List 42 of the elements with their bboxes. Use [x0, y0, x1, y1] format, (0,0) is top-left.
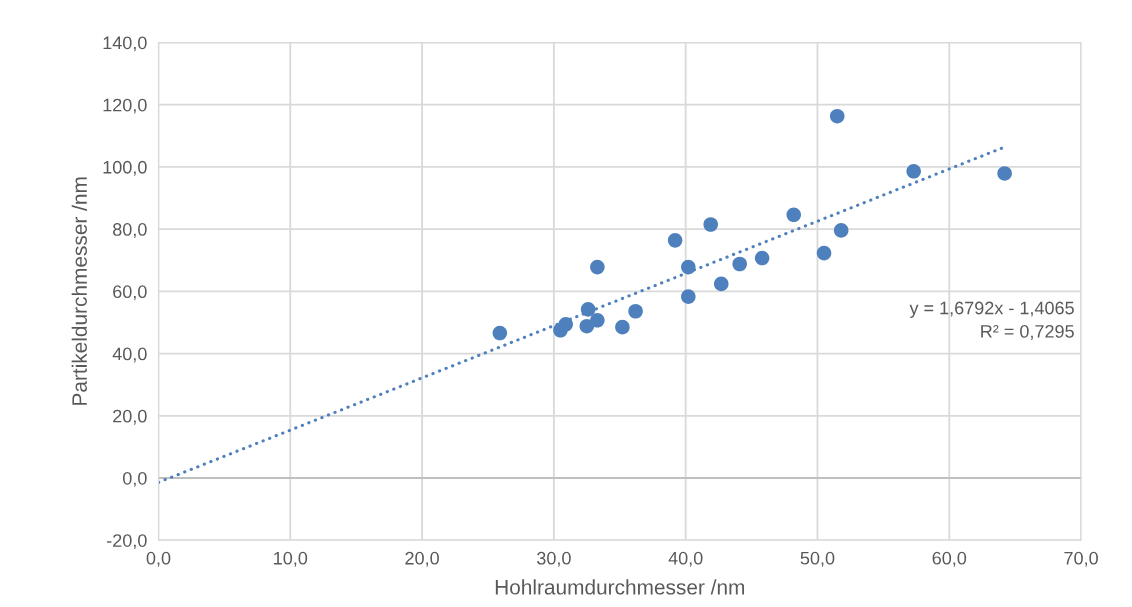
point	[492, 325, 508, 341]
point	[713, 276, 729, 292]
point	[829, 108, 845, 124]
y-tick-label: 120,0	[103, 98, 147, 114]
x-tick-label: 0,0	[146, 551, 171, 567]
point	[590, 313, 605, 328]
x-tick-label: 30,0	[536, 551, 571, 567]
x-tick-label: 50,0	[800, 551, 835, 567]
x-tick-label: 60,0	[932, 551, 967, 567]
point	[615, 319, 630, 335]
point	[997, 166, 1012, 181]
y-axis-title: Partikeldurchmesser /nm	[71, 177, 87, 405]
x-tick-label: 40,0	[668, 551, 703, 567]
point	[628, 303, 643, 319]
point	[590, 259, 605, 275]
annotation: y = 1,6792x - 1,4065	[909, 301, 1074, 318]
x-tick-label: 20,0	[405, 551, 439, 567]
y-tick-label: 60,0	[113, 285, 147, 301]
point	[703, 217, 718, 232]
y-tick-label: 0,0	[122, 471, 147, 487]
x-tick-label: 10,0	[274, 551, 308, 567]
y-tick-label: 80,0	[113, 223, 147, 238]
point	[681, 259, 696, 275]
y-tick-label: -20,0	[107, 534, 147, 550]
point	[833, 223, 849, 238]
annotation: R² = 0,7295	[981, 324, 1074, 340]
point	[754, 250, 770, 266]
y-tick-label: 40,0	[112, 347, 147, 363]
point	[906, 164, 921, 179]
y-tick-label: 100,0	[103, 160, 147, 176]
x-tick-label: 70,0	[1064, 551, 1098, 567]
point	[681, 289, 696, 304]
y-tick-label: 140,0	[103, 36, 147, 52]
y-tick-label: 20,0	[113, 409, 147, 425]
point	[732, 256, 747, 272]
point	[579, 318, 595, 334]
point	[667, 233, 683, 248]
point	[816, 245, 832, 261]
point	[786, 207, 802, 223]
point	[580, 302, 596, 317]
point	[558, 317, 574, 332]
x-axis-title: Hohlraumdurchmesser /nm	[495, 579, 745, 595]
